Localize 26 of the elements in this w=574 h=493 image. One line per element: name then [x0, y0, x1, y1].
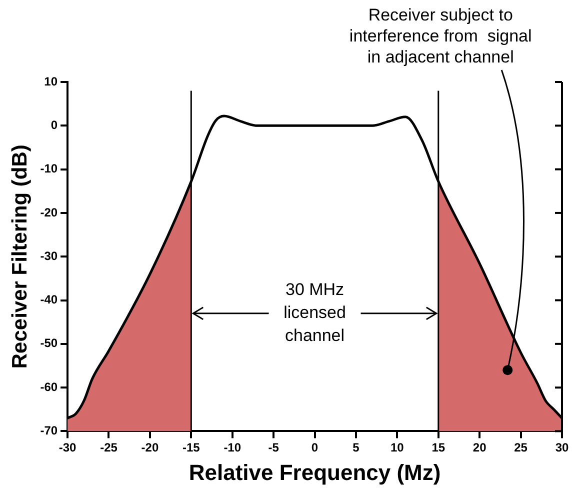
x-tick-label: -15 — [182, 440, 200, 455]
y-tick-label: -10 — [40, 162, 58, 176]
y-tick-label: -30 — [40, 248, 58, 263]
x-tick-label: 5 — [352, 440, 360, 455]
x-tick-label: 10 — [390, 440, 404, 455]
x-tick-label: 30 — [555, 440, 569, 455]
y-tick-label: -70 — [40, 424, 58, 438]
x-tick-label: -30 — [58, 440, 77, 455]
x-tick-label: -10 — [224, 440, 242, 455]
x-tick-label: -5 — [268, 440, 280, 455]
y-tick-label: 0 — [50, 118, 58, 132]
x-tick-label: -25 — [100, 440, 118, 455]
x-tick-label: 15 — [432, 440, 446, 455]
x-tick-label: -20 — [141, 440, 159, 455]
annotation: Receiver subject to interference from signal in adjacent channel — [349, 6, 532, 67]
x-axis-title: Relative Frequency (Mz) — [188, 460, 441, 485]
y-tick-label: -20 — [40, 205, 58, 220]
y-tick-label: -50 — [40, 336, 58, 350]
y-axis-title: Receiver Filtering (dB) — [8, 144, 32, 369]
x-tick-label: 20 — [472, 440, 487, 455]
y-tick-label: 10 — [44, 74, 58, 88]
annotation: 30 MHz licensed channel — [284, 280, 346, 346]
x-tick-label: 25 — [514, 440, 528, 455]
y-tick-label: -60 — [40, 380, 58, 394]
x-tick-label: 0 — [311, 440, 318, 455]
y-tick-label: -40 — [40, 292, 58, 307]
